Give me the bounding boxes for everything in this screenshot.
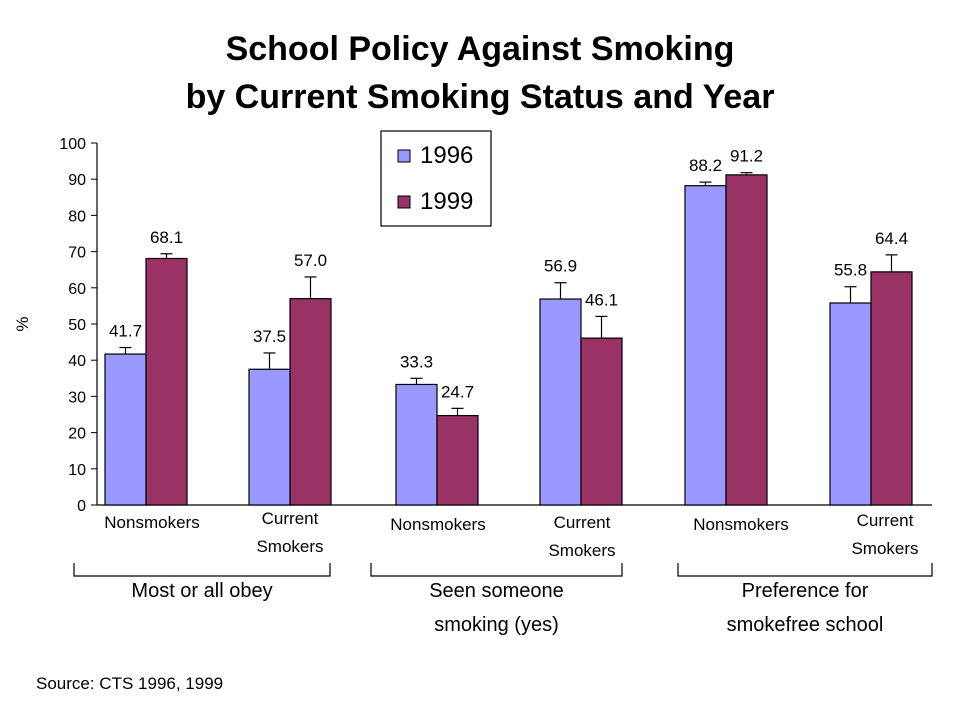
legend-swatch-1996 [397, 149, 411, 163]
y-axis-label: % [13, 316, 32, 331]
category-label: Current [262, 509, 319, 528]
bar-1999 [289, 298, 332, 506]
bar-1999 [725, 174, 768, 506]
group-bracket [73, 563, 331, 577]
y-tick-label: 70 [68, 245, 86, 262]
y-tick-label: 60 [68, 281, 86, 298]
data-label: 55.8 [834, 261, 867, 280]
group-bracket [677, 563, 933, 577]
bar-chart: 0 10 20 30 40 50 60 70 80 90 100% 41.7 68.1 Nonsmoker… [13, 130, 933, 636]
y-tick-label: 40 [68, 353, 86, 370]
bar-1999 [870, 271, 913, 506]
legend-swatch-1999 [397, 195, 411, 209]
data-label: 33.3 [400, 352, 433, 371]
group-bracket [370, 563, 623, 577]
category-label: Current [857, 511, 914, 530]
y-tick-label: 0 [77, 498, 86, 515]
y-tick-label: 100 [59, 136, 86, 153]
bar-1996 [829, 302, 872, 506]
group-label: smokefree school [727, 614, 884, 636]
data-label: 24.7 [441, 382, 474, 401]
bar-1996 [539, 298, 582, 506]
source-note: Source: CTS 1996, 1999 [36, 674, 224, 693]
legend-box [380, 130, 492, 227]
group-label: Preference for [742, 580, 869, 602]
y-tick-label: 80 [68, 208, 86, 225]
legend-label-1996: 1996 [420, 142, 473, 169]
data-label: 68.1 [150, 228, 183, 247]
data-label: 57.0 [294, 251, 327, 270]
bar-1999 [580, 337, 623, 506]
y-tick-label: 90 [68, 172, 86, 189]
category-label: Nonsmokers [104, 513, 199, 532]
category-label: Smokers [851, 539, 918, 558]
category-label: Smokers [548, 541, 615, 560]
data-label: 88.2 [689, 156, 722, 175]
bar-1996 [684, 185, 727, 506]
chart-title-line-1: School Policy Against Smoking [225, 30, 735, 68]
category-label: Nonsmokers [693, 515, 788, 534]
data-label: 41.7 [109, 322, 142, 341]
group-label: smoking (yes) [434, 614, 558, 636]
category-label: Nonsmokers [390, 515, 485, 534]
legend-label-1999: 1999 [420, 188, 473, 215]
group-label: Most or all obey [131, 580, 272, 602]
group-label: Seen someone [429, 580, 564, 602]
chart-title-line-2: by Current Smoking Status and Year [185, 78, 775, 116]
bar-1999 [436, 414, 479, 506]
data-label: 37.5 [253, 327, 286, 346]
data-label: 91.2 [730, 147, 763, 166]
bar-1996 [248, 368, 291, 506]
bar-1996 [395, 383, 438, 506]
bar-1999 [145, 257, 188, 506]
data-label: 56.9 [544, 257, 577, 276]
data-label: 64.4 [875, 229, 908, 248]
y-tick-label: 30 [68, 389, 86, 406]
category-label: Current [554, 513, 611, 532]
category-label: Smokers [256, 537, 323, 556]
data-label: 46.1 [585, 290, 618, 309]
y-tick-label: 50 [68, 317, 86, 334]
y-tick-label: 10 [68, 462, 86, 479]
y-tick-label: 20 [68, 426, 86, 443]
bar-1996 [104, 353, 147, 506]
